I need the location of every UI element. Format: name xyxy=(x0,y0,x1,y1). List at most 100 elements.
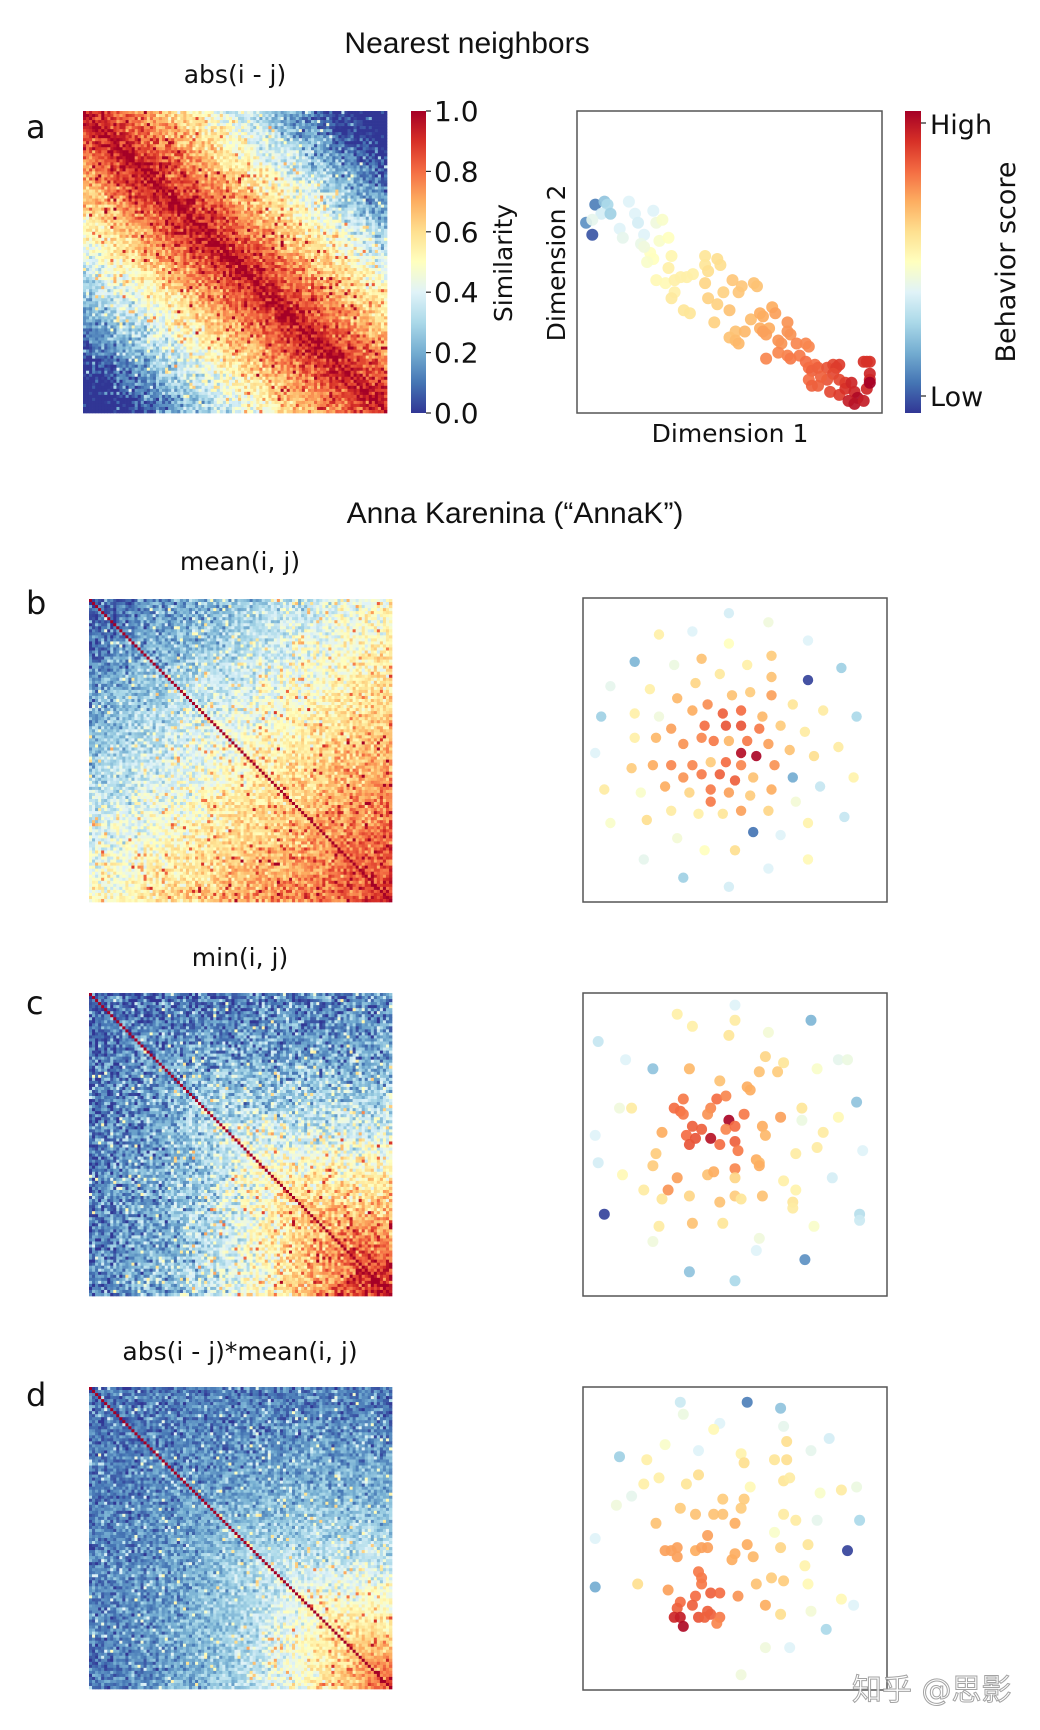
heatmap-cell xyxy=(217,132,220,135)
heatmap-cell xyxy=(116,150,119,153)
heatmap-cell xyxy=(150,223,153,226)
heatmap-cell xyxy=(211,180,214,183)
heatmap-cell xyxy=(378,135,381,138)
heatmap-cell xyxy=(205,253,208,256)
heatmap-cell xyxy=(104,171,107,174)
heatmap-cell xyxy=(326,220,329,223)
heatmap-cell xyxy=(202,171,205,174)
heatmap-cell xyxy=(89,241,92,244)
heatmap-cell xyxy=(314,226,317,229)
heatmap-cell xyxy=(357,168,360,171)
heatmap-cell xyxy=(89,117,92,120)
heatmap-cell xyxy=(98,132,101,135)
heatmap-cell xyxy=(123,153,126,156)
heatmap-cell xyxy=(92,123,95,126)
heatmap-cell xyxy=(195,235,198,238)
heatmap-cell xyxy=(208,171,211,174)
heatmap-cell xyxy=(378,238,381,241)
heatmap-cell xyxy=(372,223,375,226)
heatmap-cell xyxy=(205,256,208,259)
heatmap-cell xyxy=(332,144,335,147)
heatmap-cell xyxy=(238,165,241,168)
heatmap-cell xyxy=(241,117,244,120)
heatmap-cell xyxy=(119,256,122,259)
heatmap-cell xyxy=(98,156,101,159)
heatmap-cell xyxy=(302,253,305,256)
heatmap-cell xyxy=(159,244,162,247)
heatmap-cell xyxy=(132,190,135,193)
heatmap-cell xyxy=(113,168,116,171)
heatmap-cell xyxy=(305,205,308,208)
heatmap-cell xyxy=(338,208,341,211)
heatmap-cell xyxy=(335,223,338,226)
heatmap-cell xyxy=(369,193,372,196)
heatmap-cell xyxy=(287,202,290,205)
heatmap-cell xyxy=(162,208,165,211)
heatmap-cell xyxy=(132,253,135,256)
heatmap-cell xyxy=(378,214,381,217)
heatmap-cell xyxy=(302,135,305,138)
heatmap-cell xyxy=(153,135,156,138)
heatmap-cell xyxy=(86,159,89,162)
heatmap-cell xyxy=(180,156,183,159)
heatmap-cell xyxy=(195,132,198,135)
heatmap-cell xyxy=(168,174,171,177)
heatmap-cell xyxy=(247,253,250,256)
heatmap-cell xyxy=(107,117,110,120)
heatmap-cell xyxy=(290,235,293,238)
heatmap-cell xyxy=(238,187,241,190)
heatmap-cell xyxy=(186,238,189,241)
heatmap-cell xyxy=(265,205,268,208)
heatmap-cell xyxy=(119,241,122,244)
heatmap-cell xyxy=(205,250,208,253)
heatmap-cell xyxy=(268,183,271,186)
heatmap-cell xyxy=(92,153,95,156)
heatmap-cell xyxy=(332,150,335,153)
heatmap-cell xyxy=(223,187,226,190)
heatmap-cell xyxy=(293,138,296,141)
heatmap-cell xyxy=(311,141,314,144)
heatmap-cell xyxy=(180,174,183,177)
heatmap-cell xyxy=(141,256,144,259)
heatmap-cell xyxy=(347,177,350,180)
heatmap-cell xyxy=(217,223,220,226)
heatmap-cell xyxy=(335,199,338,202)
heatmap-cell xyxy=(132,174,135,177)
heatmap-cell xyxy=(326,202,329,205)
heatmap-cell xyxy=(86,253,89,256)
heatmap-cell xyxy=(110,123,113,126)
heatmap-cell xyxy=(290,232,293,235)
heatmap-cell xyxy=(262,226,265,229)
heatmap-cell xyxy=(132,123,135,126)
heatmap-cell xyxy=(299,177,302,180)
heatmap-cell xyxy=(323,208,326,211)
heatmap-cell xyxy=(241,138,244,141)
heatmap-cell xyxy=(101,226,104,229)
heatmap-cell xyxy=(126,205,129,208)
heatmap-cell xyxy=(287,259,290,262)
heatmap-cell xyxy=(338,123,341,126)
heatmap-cell xyxy=(123,162,126,165)
heatmap-cell xyxy=(235,162,238,165)
heatmap-cell xyxy=(205,247,208,250)
heatmap-cell xyxy=(363,238,366,241)
heatmap-cell xyxy=(256,202,259,205)
heatmap-cell xyxy=(150,114,153,117)
heatmap-cell xyxy=(192,117,195,120)
heatmap-cell xyxy=(329,232,332,235)
heatmap-cell xyxy=(92,183,95,186)
heatmap-cell xyxy=(250,220,253,223)
heatmap-cell xyxy=(162,256,165,259)
heatmap-cell xyxy=(335,208,338,211)
heatmap-cell xyxy=(232,117,235,120)
heatmap-cell xyxy=(86,214,89,217)
heatmap-cell xyxy=(126,165,129,168)
heatmap-cell xyxy=(186,162,189,165)
heatmap-cell xyxy=(320,144,323,147)
heatmap-cell xyxy=(180,132,183,135)
heatmap-cell xyxy=(205,171,208,174)
heatmap-cell xyxy=(220,226,223,229)
heatmap-cell xyxy=(268,253,271,256)
heatmap-cell xyxy=(165,187,168,190)
heatmap-cell xyxy=(92,147,95,150)
